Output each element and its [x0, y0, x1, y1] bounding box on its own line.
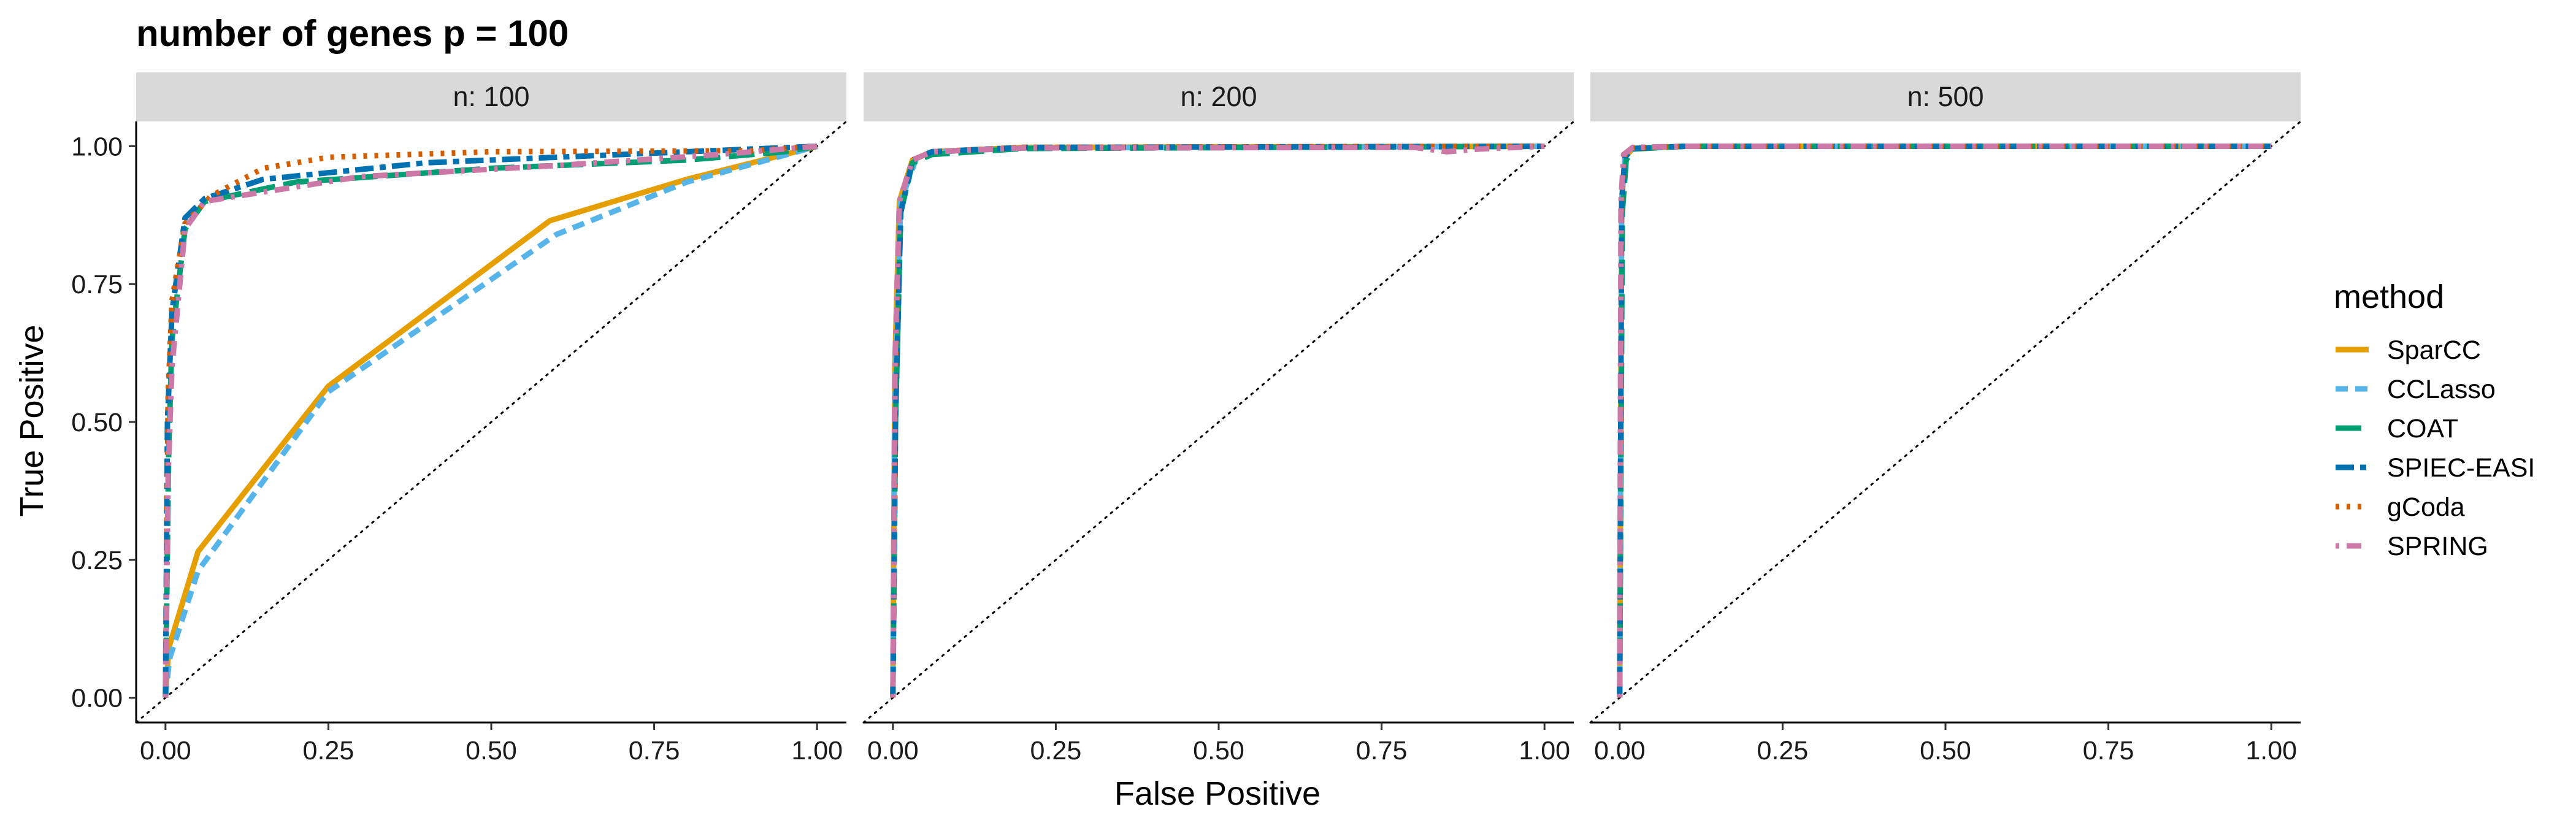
legend-label: CCLasso — [2387, 375, 2496, 404]
x-axis-title: False Positive — [1114, 775, 1321, 812]
facet-strip — [864, 72, 1574, 121]
x-tick-label: 0.00 — [1594, 736, 1646, 765]
x-tick-label: 0.25 — [303, 736, 355, 765]
x-tick-label: 0.25 — [1757, 736, 1809, 765]
facet-strip — [1590, 72, 2301, 121]
x-tick-label: 0.75 — [2083, 736, 2134, 765]
series-line-gcoda — [163, 144, 818, 698]
legend-title: method — [2334, 278, 2444, 315]
x-tick-label: 0.25 — [1030, 736, 1082, 765]
x-tick-label: 0.75 — [1356, 736, 1408, 765]
panel-1: n: 100 0.00 0.25 0.50 0.75 1.00 0.00 0.25 0.50 0.… — [71, 72, 848, 765]
panel-3: n: 500 0.00 0.25 0.50 0.75 1.00 — [1589, 72, 2302, 765]
legend-label: SparCC — [2387, 335, 2481, 365]
y-tick-label: 0.75 — [71, 270, 123, 299]
series-line-spring — [1617, 144, 2272, 698]
legend-label: gCoda — [2387, 493, 2465, 522]
legend: method SparCC CCLasso COAT SPIEC-EASI gCoda S… — [2334, 278, 2535, 561]
y-axis-title: True Positive — [13, 324, 50, 516]
x-tick-label: 0.50 — [466, 736, 517, 765]
legend-label: COAT — [2387, 414, 2458, 443]
x-tick-label: 0.50 — [1193, 736, 1244, 765]
diagonal-reference-line — [1589, 120, 2302, 724]
facet-panels: n: 100 0.00 0.25 0.50 0.75 1.00 0.00 0.25 0.50 0.… — [71, 72, 2302, 765]
panel-2: n: 200 0.00 0.25 0.50 0.75 1.00 — [862, 72, 1575, 765]
y-tick-label: 0.00 — [71, 684, 123, 713]
x-tick-label: 1.00 — [791, 736, 843, 765]
diagonal-reference-line — [862, 120, 1575, 724]
y-tick-label: 0.25 — [71, 546, 123, 575]
diagonal-reference-line — [135, 120, 848, 724]
x-tick-label: 0.00 — [140, 736, 191, 765]
x-tick-label: 1.00 — [2245, 736, 2297, 765]
y-tick-label: 1.00 — [71, 132, 123, 161]
x-tick-label: 0.50 — [1920, 736, 1971, 765]
chart-title: number of genes p = 100 — [136, 13, 569, 54]
y-tick-label: 0.50 — [71, 408, 123, 437]
series-line-spring — [890, 144, 1545, 698]
legend-label: SPIEC-EASI — [2387, 453, 2535, 483]
x-tick-label: 1.00 — [1519, 736, 1570, 765]
x-tick-label: 0.00 — [867, 736, 919, 765]
facet-strip-label: n: 100 — [453, 81, 529, 112]
facet-strip — [136, 72, 846, 121]
x-tick-label: 0.75 — [629, 736, 680, 765]
series-line-spring — [163, 144, 818, 698]
series-line-cclasso — [163, 144, 818, 698]
facet-strip-label: n: 200 — [1180, 81, 1257, 112]
legend-label: SPRING — [2387, 532, 2488, 561]
facet-strip-label: n: 500 — [1907, 81, 1984, 112]
